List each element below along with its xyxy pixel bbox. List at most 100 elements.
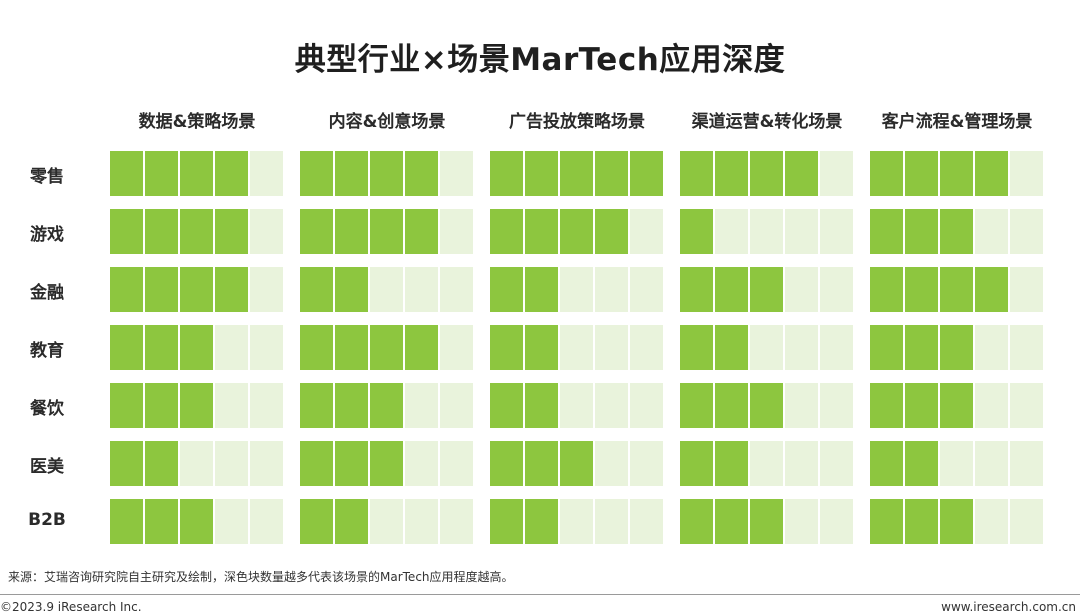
chart-title: 典型行业×场景MarTech应用深度 [294, 42, 786, 78]
matrix-cell-group [490, 151, 665, 196]
filled-block [335, 151, 368, 196]
empty-block [820, 383, 853, 428]
filled-block [785, 151, 818, 196]
matrix-cell-group [680, 267, 855, 312]
filled-block [405, 151, 438, 196]
website-text: www.iresearch.com.cn [941, 600, 1076, 614]
empty-block [560, 267, 593, 312]
filled-block [370, 383, 403, 428]
empty-block [630, 499, 663, 544]
empty-block [820, 267, 853, 312]
source-note: 来源：艾瑞咨询研究院自主研究及绘制，深色块数量越多代表该场景的MarTech应用… [8, 570, 514, 584]
matrix-cell-group [300, 383, 475, 428]
filled-block [490, 441, 523, 486]
filled-block [110, 383, 143, 428]
matrix-cell-group [300, 499, 475, 544]
matrix-cell-group [680, 209, 855, 254]
empty-block [975, 325, 1008, 370]
filled-block [560, 151, 593, 196]
empty-block [560, 499, 593, 544]
row-label: 金融 [30, 283, 64, 303]
filled-block [870, 383, 903, 428]
filled-block [630, 151, 663, 196]
empty-block [440, 151, 473, 196]
filled-block [145, 383, 178, 428]
empty-block [975, 441, 1008, 486]
filled-block [940, 383, 973, 428]
filled-block [110, 441, 143, 486]
empty-block [250, 383, 283, 428]
matrix-cell-group [490, 441, 665, 486]
filled-block [870, 441, 903, 486]
empty-block [785, 209, 818, 254]
filled-block [905, 209, 938, 254]
filled-block [680, 209, 713, 254]
filled-block [940, 325, 973, 370]
matrix-cell-group [870, 209, 1045, 254]
empty-block [820, 325, 853, 370]
empty-block [785, 325, 818, 370]
row-label: B2B [28, 510, 66, 530]
filled-block [870, 267, 903, 312]
filled-block [525, 441, 558, 486]
filled-block [405, 209, 438, 254]
empty-block [630, 325, 663, 370]
filled-block [750, 499, 783, 544]
empty-block [785, 267, 818, 312]
empty-block [785, 499, 818, 544]
filled-block [370, 151, 403, 196]
filled-block [905, 499, 938, 544]
empty-block [405, 383, 438, 428]
filled-block [370, 441, 403, 486]
empty-block [940, 441, 973, 486]
empty-block [1010, 383, 1043, 428]
empty-block [440, 441, 473, 486]
filled-block [110, 499, 143, 544]
matrix-cell-group [680, 499, 855, 544]
matrix-cell-group [300, 441, 475, 486]
filled-block [905, 267, 938, 312]
matrix-cell-group [110, 499, 285, 544]
filled-block [870, 151, 903, 196]
filled-block [680, 499, 713, 544]
empty-block [215, 325, 248, 370]
row-label: 餐饮 [30, 399, 64, 419]
matrix-cell-group [870, 499, 1045, 544]
column-header: 渠道运营&转化场景 [691, 112, 843, 132]
row-label: 零售 [30, 167, 64, 187]
row-label: 游戏 [30, 225, 64, 245]
empty-block [820, 209, 853, 254]
filled-block [750, 151, 783, 196]
filled-block [525, 267, 558, 312]
filled-block [975, 151, 1008, 196]
empty-block [440, 209, 473, 254]
column-header: 内容&创意场景 [328, 112, 446, 132]
matrix-cell-group [490, 325, 665, 370]
empty-block [630, 209, 663, 254]
empty-block [440, 383, 473, 428]
empty-block [785, 383, 818, 428]
filled-block [490, 325, 523, 370]
filled-block [145, 325, 178, 370]
filled-block [300, 499, 333, 544]
empty-block [750, 209, 783, 254]
filled-block [715, 383, 748, 428]
filled-block [715, 499, 748, 544]
filled-block [525, 383, 558, 428]
filled-block [215, 267, 248, 312]
matrix-cell-group [870, 151, 1045, 196]
column-header: 广告投放策略场景 [509, 112, 645, 132]
filled-block [715, 325, 748, 370]
filled-block [300, 209, 333, 254]
filled-block [180, 151, 213, 196]
matrix-cell-group [300, 267, 475, 312]
empty-block [1010, 499, 1043, 544]
filled-block [905, 383, 938, 428]
matrix-cell-group [490, 267, 665, 312]
empty-block [215, 499, 248, 544]
empty-block [215, 441, 248, 486]
empty-block [1010, 441, 1043, 486]
matrix-cell-group [870, 441, 1045, 486]
filled-block [490, 267, 523, 312]
filled-block [180, 267, 213, 312]
